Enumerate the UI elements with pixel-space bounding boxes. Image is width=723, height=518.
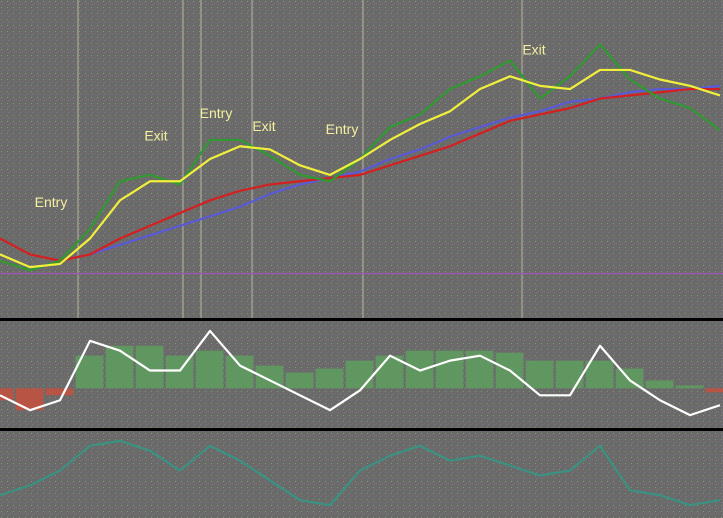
histogram-bar [645,380,674,389]
lower-panel [0,431,723,518]
histogram-bar [165,355,194,389]
series-line [0,439,721,507]
annotation: Entry [200,105,233,121]
histogram-bar [225,355,254,389]
series-line [0,87,720,262]
series-line [0,68,721,269]
histogram-bar [525,360,554,389]
annotation: Entry [35,194,68,210]
histogram-bar [0,388,14,401]
annotation: Exit [144,127,167,143]
histogram-bar [285,372,314,389]
annotation: Entry [326,121,359,137]
histogram-bar [315,368,344,389]
histogram-bar [195,350,224,389]
histogram-bar [705,388,723,393]
histogram-bar [555,360,584,389]
histogram-bar [345,360,374,389]
histogram-bar [585,360,614,389]
histogram-bar [135,345,164,389]
annotation: Exit [522,42,545,58]
annotation: Exit [252,118,275,134]
histogram-bar [675,385,704,389]
histogram-bar [105,345,134,389]
histogram-bar [15,388,44,411]
histogram-bar [435,350,464,389]
histogram-bar [45,388,74,396]
series-line [0,329,721,417]
